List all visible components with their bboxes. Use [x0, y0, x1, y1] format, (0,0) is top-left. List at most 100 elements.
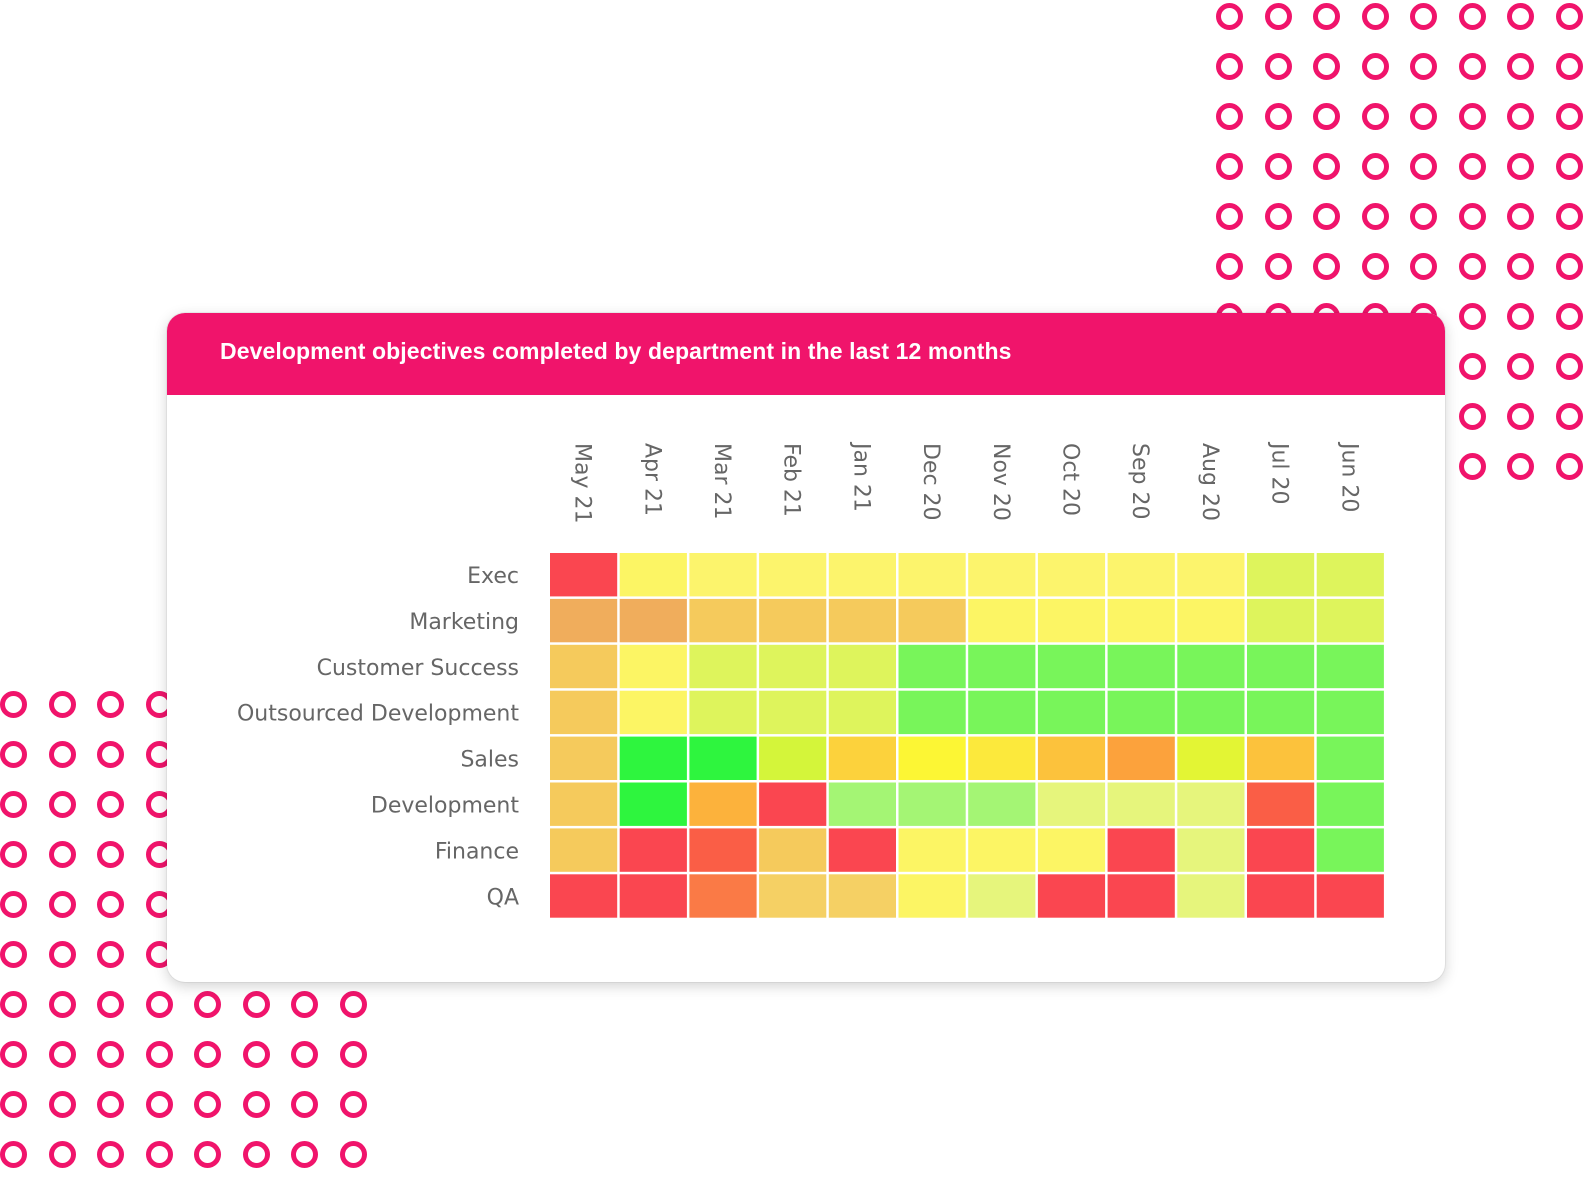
decorative-ring — [0, 1041, 27, 1068]
decorative-ring — [1361, 3, 1389, 30]
decorative-ring — [145, 1091, 173, 1118]
decorative-ring — [97, 1141, 124, 1168]
heatmap-cell — [1037, 828, 1106, 872]
decorative-ring — [339, 1141, 367, 1168]
decorative-ring — [48, 891, 76, 918]
heatmap-cell — [1316, 553, 1384, 597]
decorative-ring — [194, 1141, 221, 1168]
decorative-ring — [97, 991, 124, 1018]
heatmap-cell — [968, 828, 1036, 872]
x-tick-label: Sep 20 — [1127, 443, 1152, 519]
heatmap-cell — [759, 553, 827, 597]
y-tick-label: Sales — [460, 748, 519, 773]
heatmap-cell — [619, 553, 687, 597]
decorative-ring — [242, 991, 270, 1018]
x-tick-label: Mar 21 — [709, 443, 734, 520]
decorative-ring — [1458, 203, 1486, 230]
decorative-ring — [194, 991, 221, 1018]
y-tick-label: Exec — [467, 564, 519, 589]
decorative-ring — [1216, 103, 1243, 130]
heatmap-cell — [689, 782, 757, 826]
heatmap-cell — [1316, 736, 1384, 780]
decorative-ring — [1410, 253, 1437, 280]
heatmap-cell — [1247, 644, 1315, 689]
decorative-ring — [97, 741, 124, 768]
decorative-ring — [1264, 103, 1292, 130]
decorative-ring — [1555, 53, 1583, 80]
decorative-ring — [1410, 103, 1437, 130]
heatmap-cell — [1177, 598, 1245, 643]
heatmap-cell — [619, 782, 687, 826]
decorative-ring — [1555, 403, 1583, 430]
decorative-ring — [0, 841, 27, 868]
heatmap-cell — [1247, 598, 1315, 643]
decorative-ring — [1410, 3, 1437, 30]
heatmap-cell — [828, 874, 896, 918]
heatmap-cell — [1247, 782, 1315, 826]
decorative-ring — [1361, 53, 1389, 80]
decorative-ring — [1361, 103, 1389, 130]
chart-header: Development objectives completed by depa… — [167, 313, 1445, 395]
heatmap-cell — [828, 782, 896, 826]
decorative-ring — [1458, 53, 1486, 80]
heatmap-cell — [828, 598, 896, 643]
decorative-ring — [1458, 303, 1486, 330]
decorative-ring — [1216, 203, 1243, 230]
x-tick-label: Dec 20 — [918, 443, 943, 521]
decorative-ring — [1555, 453, 1583, 480]
heatmap-cell — [968, 782, 1036, 826]
decorative-ring — [291, 1091, 318, 1118]
heatmap-cell — [1247, 553, 1315, 597]
x-tick-label: Aug 20 — [1197, 443, 1222, 521]
heatmap-cell — [1107, 690, 1175, 735]
heatmap-cell — [1247, 690, 1315, 735]
decorative-ring — [291, 1041, 318, 1068]
heatmap-cell — [550, 736, 618, 780]
heatmap-cell — [1107, 553, 1175, 597]
heatmap-cell — [619, 736, 687, 780]
decorative-ring — [97, 1091, 124, 1118]
heatmap-cell — [550, 690, 618, 735]
decorative-ring — [1313, 103, 1340, 130]
heatmap-cell — [828, 690, 896, 735]
heatmap-cell — [1247, 874, 1315, 918]
decorative-ring — [1458, 403, 1486, 430]
decorative-ring — [1361, 253, 1389, 280]
y-tick-label: QA — [487, 885, 519, 910]
heatmap-cell — [619, 644, 687, 689]
decorative-ring — [1458, 353, 1486, 380]
heatmap-cell — [828, 644, 896, 689]
decorative-ring — [1361, 203, 1389, 230]
decorative-ring — [48, 1041, 76, 1068]
decorative-ring — [1313, 253, 1340, 280]
heatmap-cell — [1247, 736, 1315, 780]
x-tick-label: Nov 20 — [988, 443, 1013, 521]
decorative-ring — [0, 741, 27, 768]
decorative-ring — [339, 991, 367, 1018]
decorative-ring — [48, 841, 76, 868]
decorative-ring — [1507, 153, 1534, 180]
decorative-ring — [1507, 53, 1534, 80]
heatmap-cell — [759, 828, 827, 872]
decorative-ring — [1458, 3, 1486, 30]
decorative-ring — [291, 1141, 318, 1168]
heatmap-cell — [689, 553, 757, 597]
decorative-ring — [1216, 53, 1243, 80]
heatmap-cell — [898, 874, 966, 918]
heatmap-cell — [1107, 598, 1175, 643]
heatmap-cell — [898, 598, 966, 643]
decorative-ring — [48, 791, 76, 818]
heatmap-cell — [1037, 736, 1106, 780]
heatmap-cell — [550, 553, 618, 597]
decorative-ring — [97, 791, 124, 818]
heatmap-cell — [1107, 644, 1175, 689]
heatmap-cell — [1177, 553, 1245, 597]
heatmap-cell — [1107, 782, 1175, 826]
x-tick-label: Jun 20 — [1336, 441, 1361, 512]
heatmap-cell — [550, 782, 618, 826]
decorative-ring — [1507, 203, 1534, 230]
decorative-ring — [0, 991, 27, 1018]
chart-title: Development objectives completed by depa… — [220, 338, 1012, 364]
heatmap-cell — [689, 598, 757, 643]
decorative-ring — [1410, 203, 1437, 230]
